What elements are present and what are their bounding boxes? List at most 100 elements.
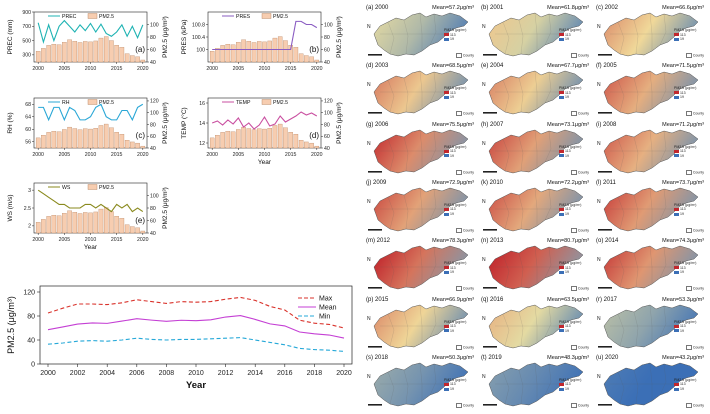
left-tick-label: 68 [25, 102, 31, 108]
county-legend: County [455, 111, 474, 117]
x-tick-label: 2006 [129, 370, 145, 377]
pm25-bar [46, 132, 51, 149]
map-svg [483, 304, 584, 348]
legend-high-row: 113 [559, 33, 581, 38]
legend-high-row: 113 [444, 91, 466, 96]
map-panel-title: (q) 2016 [481, 296, 504, 303]
north-arrow-icon: N [482, 315, 486, 322]
legend-line-label: WS [62, 185, 71, 191]
x-tick-label: 2008 [159, 370, 175, 377]
y-axis-label-left: PRES (kPa) [181, 19, 188, 54]
legend-high-value: 113 [680, 382, 686, 387]
legend-title: PM2.5 (μg/m³) [559, 86, 582, 91]
county-legend-label: County [462, 286, 474, 291]
map-panel-title: (c) 2002 [596, 5, 619, 11]
panel-e: 2 2.5 3 40 60 80 100 2000 2005 2010 2015 2020 WS (m/… [7, 182, 169, 251]
pm25-bar [35, 51, 41, 63]
prec-line [37, 19, 144, 44]
map-panel: (o) 2014 Mean=74.3μg/m³ N PM2.5 (μg/m³) 113 1… [594, 237, 706, 294]
legend-high-value: 113 [680, 32, 686, 37]
county-lines [380, 246, 444, 288]
legend-bar-swatch [87, 99, 98, 105]
x-tick-label: 2015 [111, 237, 123, 243]
x-axis-label: Year [258, 159, 272, 166]
map-panel-title: (t) 2019 [481, 354, 502, 361]
province-shape [373, 187, 469, 232]
right-tick-label: 80 [324, 122, 330, 128]
map-panel: (u) 2020 Mean=43.2μg/m³ N PM2.5 (μg/m³) 113 1… [594, 353, 706, 410]
pm25-bar [72, 212, 78, 234]
map-color-legend: PM2.5 (μg/m³) 113 19 [559, 86, 581, 100]
x-tick-label: 2000 [32, 66, 44, 72]
map-panel-mean: Mean=67.7μg/m³ [547, 63, 589, 70]
right-tick-label: 60 [150, 218, 156, 224]
legend-high-row: 113 [444, 324, 466, 329]
max-mean-min-chart: 0 40 80 120 2000 2002 2004 2006 2008 2010 2012 2014… [6, 285, 353, 391]
county-legend: County [455, 344, 474, 350]
county-legend-label: County [462, 53, 474, 58]
county-lines [610, 71, 674, 113]
pm25-bar [51, 215, 57, 234]
pm25-bar [41, 135, 46, 149]
panel-tag: (d) [309, 131, 319, 140]
legend-high-row: 113 [559, 91, 581, 96]
right-tick-label: 40 [150, 146, 156, 152]
legend-high-row: 113 [444, 33, 466, 38]
legend-title: PM2.5 (μg/m³) [444, 86, 467, 91]
legend-bar-label: PM2.5 [99, 100, 114, 106]
county-legend: County [455, 402, 474, 408]
legend-title: PM2.5 (μg/m³) [674, 319, 697, 324]
x-tick-label: 2020 [311, 66, 323, 72]
y-tick-label: 120 [23, 290, 35, 297]
legend-low-value: 19 [450, 95, 454, 100]
scale-bar [368, 170, 382, 173]
pm25-bar [309, 56, 314, 63]
y-tick-label: 80 [27, 314, 35, 321]
county-legend: County [570, 344, 589, 350]
x-tick-label: 2016 [277, 370, 293, 377]
province-shape [488, 245, 584, 290]
legend-low-value: 19 [680, 37, 684, 42]
county-legend-label: County [462, 170, 474, 175]
x-tick-label: 2014 [247, 370, 263, 377]
legend-low-value: 19 [450, 37, 454, 42]
legend-high-row: 113 [444, 149, 466, 154]
map-panel: (m) 2012 Mean=78.3μg/m³ N PM2.5 (μg/m³) 113 1… [364, 237, 476, 294]
map-panel-mean: Mean=73.7μg/m³ [662, 179, 704, 186]
province-shape [488, 129, 584, 173]
county-legend-label: County [462, 228, 474, 233]
map-panel-title: (s) 2018 [366, 354, 389, 361]
county-legend: County [685, 111, 704, 117]
county-lines [495, 12, 559, 55]
legend-label-min: Min [319, 314, 330, 321]
county-legend-label: County [577, 53, 589, 58]
north-arrow-icon: N [367, 373, 371, 380]
map-color-legend: PM2.5 (μg/m³) 113 19 [444, 261, 466, 275]
county-lines [380, 304, 444, 346]
legend-low-row: 19 [444, 212, 466, 217]
map-panel-mean: Mean=43.2μg/m³ [662, 354, 704, 361]
legend-title: PM2.5 (μg/m³) [674, 144, 697, 149]
left-tick-label: 3 [28, 188, 31, 194]
legend-title: PM2.5 (μg/m³) [444, 28, 467, 32]
north-arrow-icon: N [597, 24, 601, 30]
map-panel: (l) 2011 Mean=73.7μg/m³ N PM2.5 (μg/m³) 113 1… [594, 178, 706, 235]
legend-high-row: 113 [444, 382, 466, 387]
legend-low-value: 19 [450, 270, 454, 275]
legend-low-value: 19 [565, 386, 569, 391]
legend-title: PM2.5 (μg/m³) [444, 202, 467, 207]
x-tick-label: 2012 [218, 370, 234, 377]
province-shape [603, 71, 699, 115]
legend-low-row: 19 [444, 270, 466, 275]
right-tick-label: 100 [324, 22, 333, 28]
map-svg [483, 129, 584, 173]
pm25-bar [35, 222, 41, 234]
panel-legend: WS PM2.5 [48, 184, 114, 191]
map-panel-title: (a) 2000 [366, 5, 389, 11]
legend-high-row: 113 [674, 149, 696, 154]
x-tick-label: 2010 [259, 152, 271, 158]
legend-high-value: 113 [450, 90, 456, 95]
map-panel: (j) 2009 Mean=72.9μg/m³ N PM2.5 (μg/m³) 113 1… [364, 178, 476, 235]
county-legend-label: County [577, 344, 589, 349]
